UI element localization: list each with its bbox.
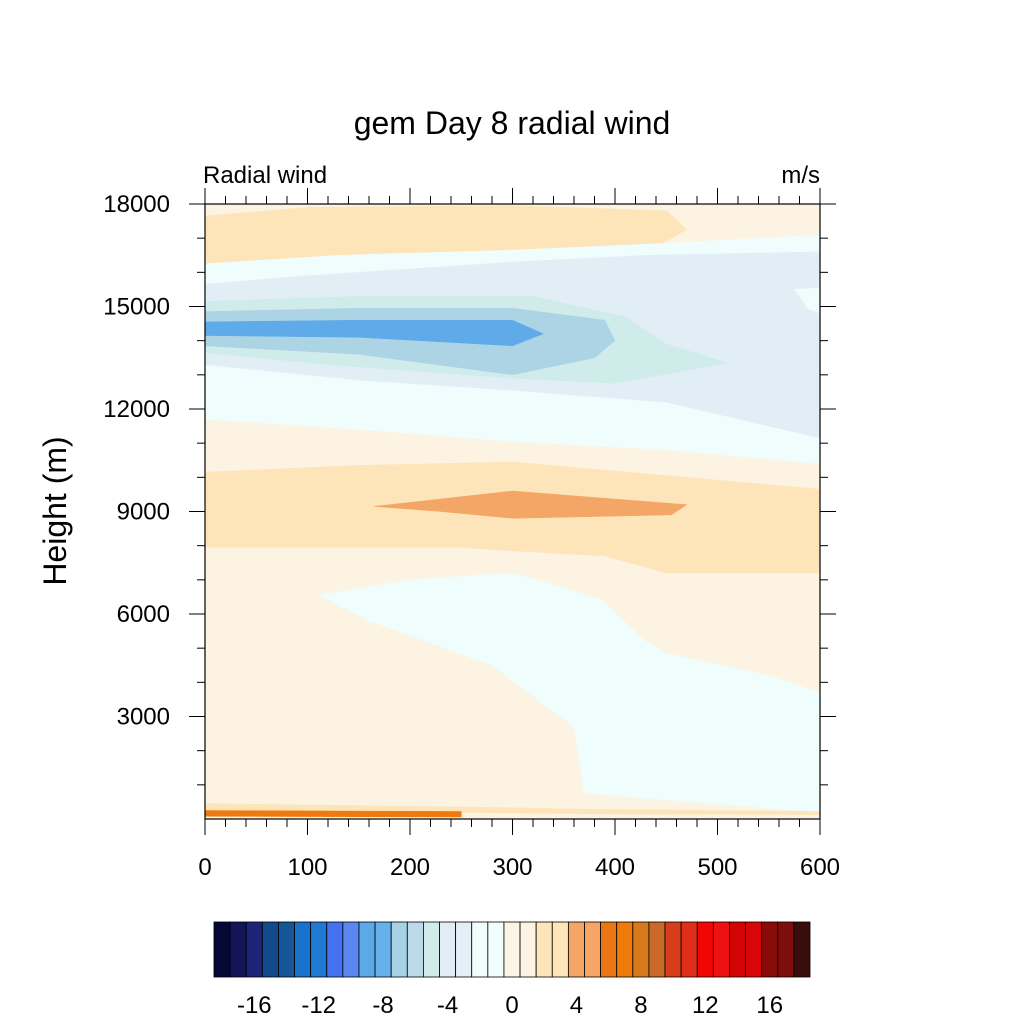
- x-tick-label: 100: [287, 854, 327, 881]
- y-tick-label: 3000: [117, 704, 170, 731]
- colorbar-box: [294, 921, 312, 978]
- colorbar-box: [584, 921, 601, 978]
- colorbar-box: [664, 921, 682, 978]
- colorbar-box: [696, 921, 714, 978]
- colorbar-box: [471, 921, 489, 978]
- colorbar-box: [261, 921, 279, 978]
- colorbar-box: [616, 921, 634, 978]
- colorbar-box: [455, 921, 473, 978]
- chart-title: gem Day 8 radial wind: [354, 105, 671, 141]
- x-tick-label: 600: [800, 854, 840, 881]
- colorbar-box: [793, 921, 811, 978]
- colorbar-box: [213, 921, 231, 978]
- colorbar-label: 16: [756, 992, 783, 1019]
- colorbar: -16 -12 -8 -4 0 4 8 12 16: [213, 921, 811, 1019]
- colorbar-box: [519, 921, 537, 978]
- colorbar-label: -12: [301, 992, 336, 1019]
- y-tick-label: 12000: [103, 396, 170, 423]
- y-tick-label: 15000: [103, 294, 170, 321]
- colorbar-box: [245, 921, 263, 978]
- colorbar-label: 12: [692, 992, 719, 1019]
- colorbar-box: [632, 921, 650, 978]
- colorbar-label: -4: [437, 992, 458, 1019]
- colorbar-box: [423, 921, 440, 978]
- contour-regions: [204, 203, 821, 820]
- colorbar-box: [712, 921, 730, 978]
- colorbar-box: [310, 921, 328, 978]
- y-tick-label: 9000: [117, 499, 170, 526]
- right-string: m/s: [781, 162, 820, 189]
- colorbar-box: [680, 921, 698, 978]
- x-tick-label: 0: [198, 854, 211, 881]
- colorbar-box: [439, 921, 457, 978]
- axes: 0 100 200 300 400 500 600 3000 6000 9000 12000 1500…: [103, 188, 840, 881]
- colorbar-box: [729, 921, 746, 978]
- colorbar-box: [600, 921, 618, 978]
- contour-region-12: [204, 810, 462, 818]
- colorbar-box: [487, 921, 505, 978]
- colorbar-box: [648, 921, 666, 978]
- colorbar-label: 0: [505, 992, 518, 1019]
- colorbar-box: [551, 921, 569, 978]
- colorbar-box: [326, 921, 344, 978]
- colorbar-label: 4: [570, 992, 583, 1019]
- contour-region-9: [374, 490, 688, 519]
- colorbar-box: [567, 921, 585, 978]
- x-tick-label: 500: [697, 854, 737, 881]
- colorbar-box: [761, 921, 779, 978]
- colorbar-box: [278, 921, 295, 978]
- colorbar-box: [745, 921, 763, 978]
- colorbar-box: [406, 921, 424, 978]
- x-tick-label: 200: [390, 854, 430, 881]
- contour-region-7: [204, 319, 544, 347]
- colorbar-box: [229, 921, 247, 978]
- colorbar-label: -8: [372, 992, 393, 1019]
- colorbar-label: 8: [634, 992, 647, 1019]
- y-axis-label: Height (m): [37, 436, 73, 585]
- colorbar-label: -16: [237, 992, 272, 1019]
- x-tick-label: 300: [492, 854, 532, 881]
- contour-region-10: [317, 572, 821, 813]
- colorbar-box: [342, 921, 360, 978]
- colorbar-box: [777, 921, 795, 978]
- colorbar-box: [503, 921, 521, 978]
- colorbar-box: [358, 921, 376, 978]
- colorbar-box: [374, 921, 392, 978]
- y-tick-label: 18000: [103, 191, 170, 218]
- x-tick-label: 400: [595, 854, 635, 881]
- colorbar-box: [390, 921, 408, 978]
- left-string: Radial wind: [203, 162, 327, 189]
- colorbar-box: [535, 921, 553, 978]
- y-tick-label: 6000: [117, 601, 170, 628]
